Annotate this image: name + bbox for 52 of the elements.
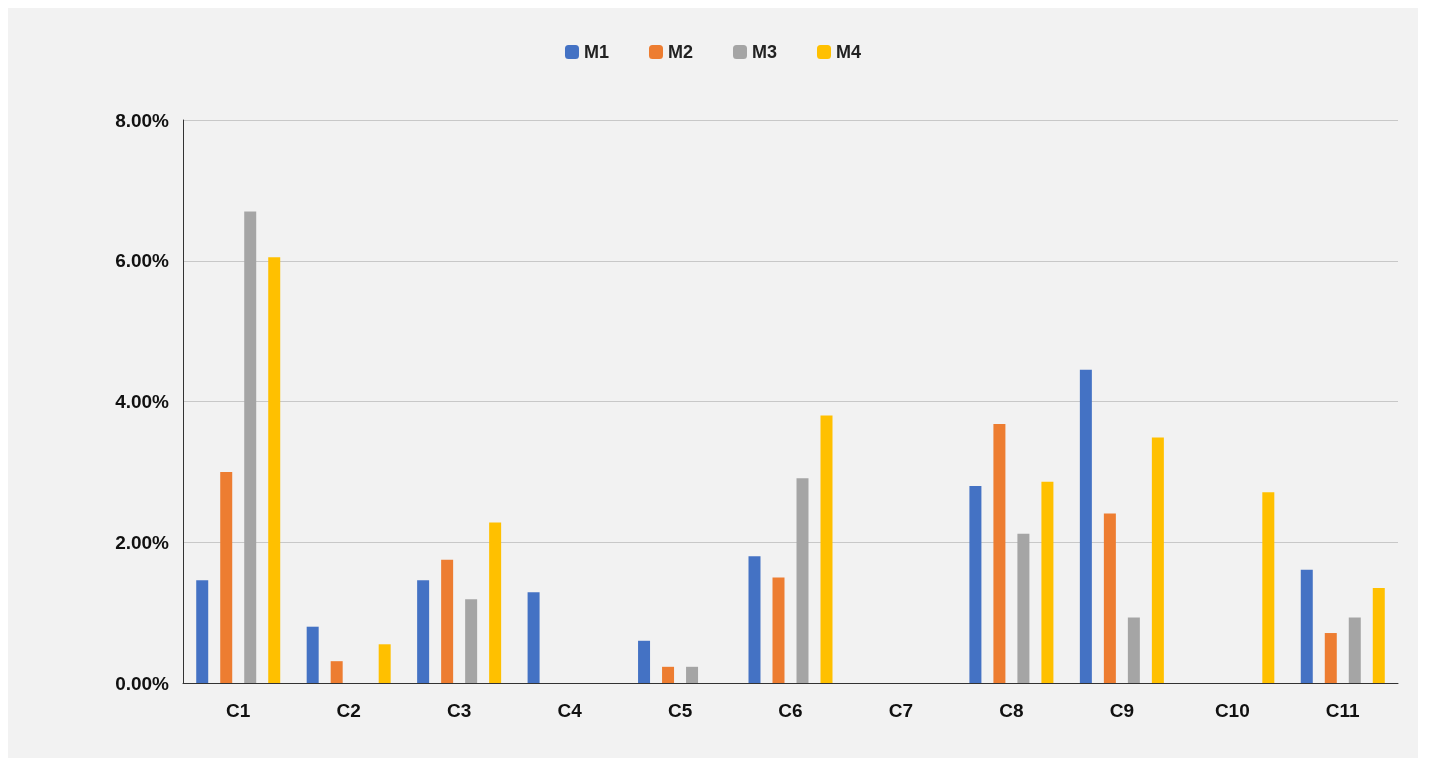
bar: [662, 666, 675, 683]
bar: [1151, 437, 1164, 683]
bar: [1079, 369, 1092, 683]
x-tick-label: C9: [1109, 700, 1135, 721]
legend-label: M1: [583, 42, 610, 62]
x-tick-label: C11: [1325, 700, 1361, 721]
legend-label: M3: [752, 42, 778, 62]
bar: [196, 580, 209, 683]
bar: [465, 599, 478, 683]
bar: [993, 424, 1006, 683]
bar: [1348, 617, 1361, 683]
bar: [1300, 569, 1313, 683]
bar: [244, 211, 257, 683]
bar: [417, 580, 430, 683]
bar: [969, 485, 982, 683]
y-tick-label: 2.00%: [115, 531, 170, 553]
bar: [1372, 587, 1385, 683]
legend-label: M4: [836, 42, 862, 62]
x-tick-label: C1: [226, 700, 251, 721]
bar: [1324, 633, 1337, 683]
y-tick-label: 0.00%: [115, 672, 170, 694]
x-tick-label: C3: [446, 700, 472, 721]
bar: [489, 522, 502, 683]
bar: [1262, 492, 1275, 683]
y-tick-label: 4.00%: [115, 391, 170, 412]
x-tick-label: C2: [336, 700, 361, 721]
x-tick-label: C4: [557, 700, 583, 721]
x-tick-label: C10: [1214, 700, 1250, 721]
bar: [527, 592, 540, 683]
bar: [686, 666, 699, 683]
x-tick-label: C7: [888, 700, 914, 721]
bar: [330, 661, 343, 683]
bar: [220, 471, 233, 683]
x-tick-label: C5: [667, 700, 693, 721]
bar: [638, 640, 651, 683]
y-tick-label: 6.00%: [115, 250, 170, 272]
bar: [268, 257, 281, 683]
bar: [1017, 533, 1030, 683]
bar: [378, 644, 391, 683]
legend-label: M2: [668, 42, 694, 62]
bar: [1103, 513, 1116, 683]
x-tick-label: C6: [778, 700, 803, 721]
bar: [1041, 481, 1054, 683]
bar: [748, 556, 761, 683]
y-tick-label: 8.00%: [115, 109, 170, 131]
bar: [796, 478, 809, 683]
bar: [820, 415, 833, 683]
bar: [441, 559, 454, 683]
x-tick-label: C8: [999, 700, 1024, 721]
bar: [1127, 617, 1140, 683]
bar: [772, 577, 785, 683]
bar: [306, 626, 319, 683]
